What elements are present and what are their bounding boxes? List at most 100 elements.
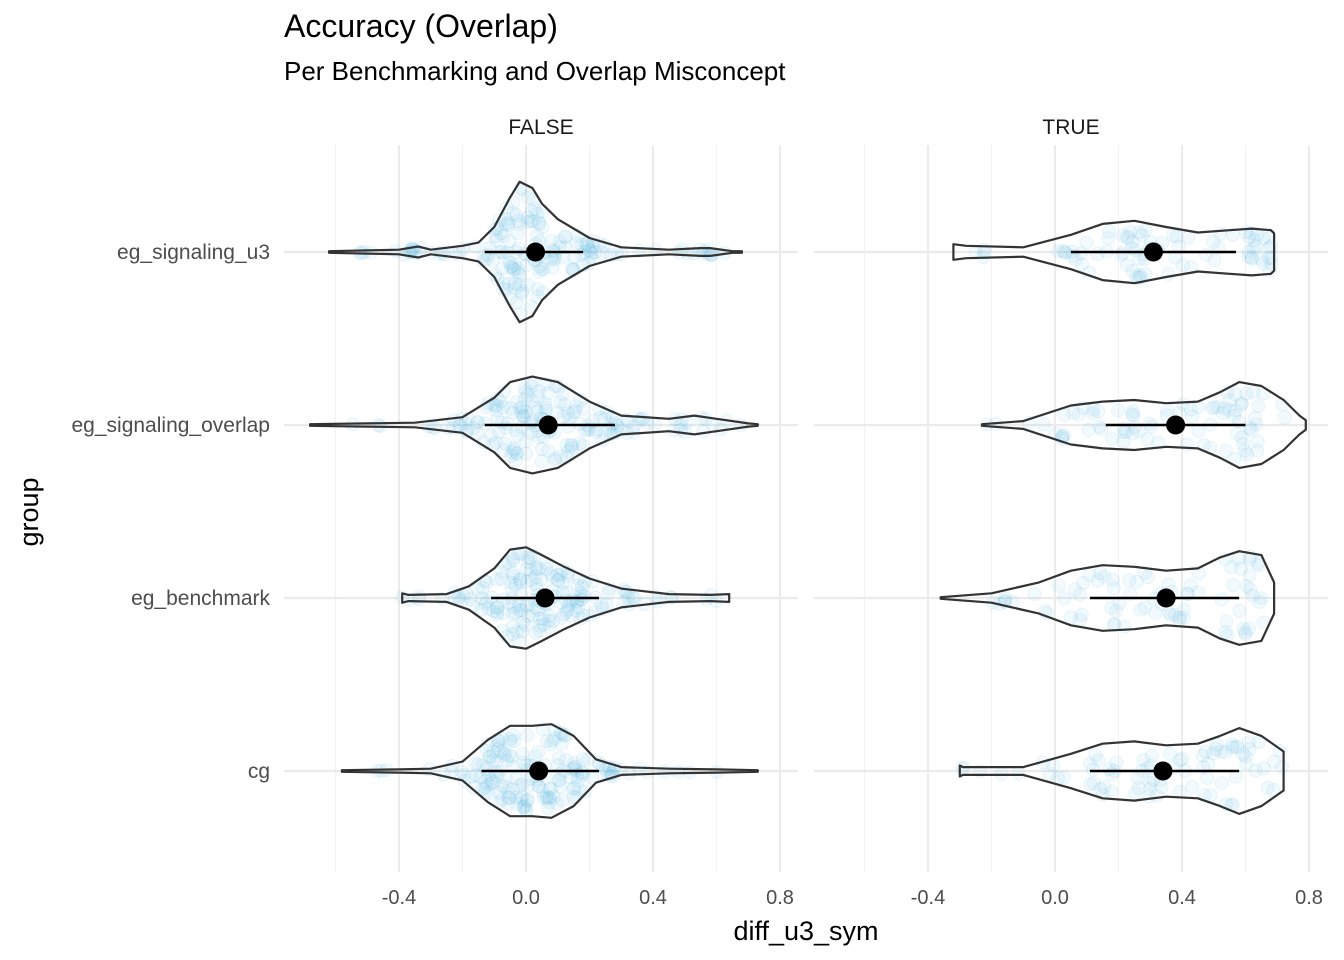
data-point (1133, 602, 1148, 617)
data-point (496, 228, 511, 243)
data-point (531, 389, 545, 404)
data-point (569, 603, 584, 618)
data-point (510, 226, 525, 241)
data-point (559, 752, 574, 767)
data-point (1101, 231, 1116, 246)
data-point (1120, 229, 1135, 244)
data-point (532, 611, 547, 626)
data-point (524, 204, 539, 219)
data-point (1137, 600, 1152, 615)
data-point (1086, 402, 1101, 417)
data-point (508, 281, 522, 296)
data-point (505, 782, 520, 797)
data-point (518, 798, 533, 813)
data-point (533, 619, 548, 633)
data-point (1140, 432, 1155, 446)
data-point (561, 444, 576, 459)
data-point (1122, 573, 1137, 588)
data-point (505, 405, 520, 420)
data-point (535, 783, 550, 798)
y-tick-label-cg: cg (248, 760, 270, 783)
data-point (1225, 227, 1240, 242)
data-point (1242, 742, 1257, 757)
data-point (498, 779, 513, 794)
data-point (1226, 578, 1241, 592)
data-point (485, 753, 500, 768)
data-point (490, 738, 505, 753)
data-point (521, 609, 536, 624)
data-point (478, 773, 493, 788)
data-point (1137, 566, 1152, 580)
data-point (1144, 419, 1159, 434)
data-point (553, 234, 567, 249)
data-point (479, 575, 494, 590)
data-point (509, 295, 524, 310)
mean-point (1143, 242, 1163, 262)
data-point (1237, 443, 1252, 458)
data-point (1128, 243, 1143, 258)
data-point (464, 769, 479, 784)
data-point (498, 436, 513, 451)
data-point (411, 589, 426, 604)
data-point (1093, 782, 1108, 797)
data-point (1163, 746, 1177, 761)
data-point (490, 600, 505, 615)
data-point (500, 416, 515, 431)
data-point (478, 596, 493, 611)
data-point (1068, 582, 1082, 597)
data-point (501, 596, 516, 610)
data-point (1246, 385, 1261, 400)
data-point (490, 605, 505, 620)
data-point (1242, 421, 1257, 435)
data-point (1109, 755, 1124, 770)
data-point (1234, 561, 1248, 576)
data-point (502, 790, 517, 805)
data-point (505, 619, 520, 634)
data-point (620, 585, 635, 600)
data-point (699, 592, 714, 607)
data-point (580, 752, 595, 767)
data-point (1116, 434, 1131, 449)
data-point (513, 575, 528, 590)
data-point (548, 451, 563, 466)
data-point (557, 397, 572, 412)
data-point (1064, 610, 1079, 625)
data-point (1238, 627, 1253, 642)
data-point (528, 400, 543, 415)
data-point (506, 728, 521, 743)
data-point (1249, 417, 1264, 432)
x-tick-label: 0.0 (512, 887, 540, 909)
data-point (1160, 403, 1175, 417)
data-point (544, 233, 559, 248)
data-point (1242, 552, 1257, 567)
data-point (489, 754, 504, 769)
data-point (1215, 406, 1230, 420)
data-point (529, 577, 544, 592)
data-point (1239, 386, 1254, 401)
data-point (1074, 607, 1089, 622)
y-tick-label-eg_signaling_u3: eg_signaling_u3 (117, 241, 270, 264)
data-point (1206, 235, 1221, 249)
data-point (568, 404, 583, 419)
data-point (511, 261, 526, 276)
data-point (553, 567, 568, 582)
data-point (507, 734, 522, 749)
data-point (538, 400, 553, 415)
data-point (501, 215, 516, 230)
data-point (469, 768, 484, 783)
data-point (496, 400, 511, 415)
x-tick-label: 0.4 (639, 887, 667, 909)
mean-point (529, 761, 549, 781)
data-point (582, 242, 597, 257)
data-point (1185, 780, 1200, 795)
data-point (486, 745, 501, 760)
data-point (478, 780, 493, 795)
data-point (523, 551, 538, 566)
data-point (516, 755, 531, 770)
data-point (545, 569, 560, 584)
data-point (505, 259, 519, 274)
data-point (550, 567, 565, 582)
data-point (1105, 572, 1120, 587)
data-point (553, 449, 568, 464)
